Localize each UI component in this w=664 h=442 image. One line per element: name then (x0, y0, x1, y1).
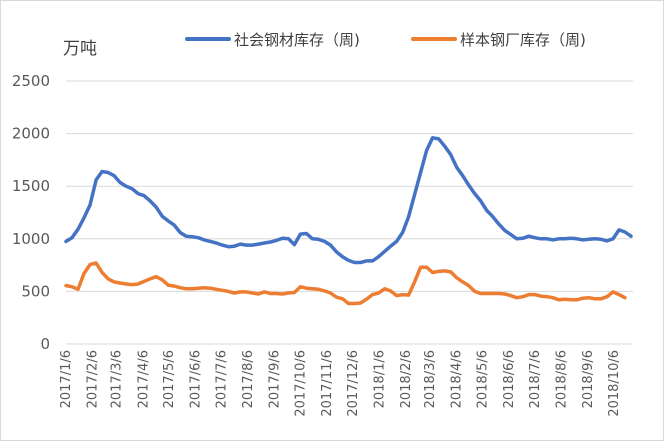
x-tick-label: 2018/2/6 (399, 350, 414, 408)
x-tick-label: 2018/8/6 (554, 350, 569, 408)
series-line-0 (66, 138, 631, 263)
x-tick-label: 2017/3/6 (110, 350, 125, 408)
legend: 社会钢材库存（周) 样本钢厂库存（周) (187, 31, 586, 49)
x-tick-label: 2018/3/6 (423, 350, 438, 408)
x-tick-label: 2018/9/6 (581, 350, 596, 408)
x-tick-label: 2017/7/6 (214, 350, 229, 408)
x-tick-label: 2018/1/6 (372, 350, 387, 408)
x-tick-label: 2018/4/6 (450, 350, 465, 408)
x-tick-label: 2017/1/6 (59, 350, 74, 408)
x-tick-label: 2018/6/6 (502, 350, 517, 408)
y-tick-label: 1000 (12, 230, 50, 248)
legend-label-social-stock: 社会钢材库存（周) (234, 31, 360, 49)
series-1 (66, 263, 625, 304)
x-tick-label: 2017/5/6 (162, 350, 177, 408)
x-tick-label: 2017/8/6 (241, 350, 256, 408)
series-lines (66, 138, 631, 304)
x-tick-label: 2017/4/6 (136, 350, 151, 408)
y-axis-unit-label: 万吨 (63, 39, 97, 59)
x-tick-label: 2018/5/6 (475, 350, 490, 408)
x-tick-label: 2017/12/6 (346, 350, 361, 417)
x-tick-label: 2017/6/6 (189, 350, 204, 408)
x-tick-label: 2017/10/6 (293, 350, 308, 417)
y-tick-label: 1500 (12, 177, 50, 195)
y-axis-ticks: 0 500 1000 1500 2000 2500 (12, 72, 50, 353)
x-tick-label: 2017/11/6 (320, 350, 335, 417)
x-tick-label: 2018/7/6 (528, 350, 543, 408)
y-tick-label: 2500 (12, 72, 50, 90)
y-tick-label: 2000 (12, 125, 50, 143)
x-tick-label: 2017/2/6 (86, 350, 101, 408)
x-axis-ticks: 2017/1/6 2017/2/6 2017/3/6 2017/4/6 2017/5/6… (59, 350, 622, 417)
series-0 (66, 138, 631, 263)
x-tick-label: 2018/10/6 (607, 350, 622, 417)
x-tick-label: 2017/9/6 (268, 350, 283, 408)
series-line-1 (66, 263, 625, 304)
y-tick-label: 0 (40, 335, 50, 353)
y-tick-label: 500 (21, 282, 50, 300)
legend-label-mill-stock: 样本钢厂库存（周) (460, 31, 586, 49)
